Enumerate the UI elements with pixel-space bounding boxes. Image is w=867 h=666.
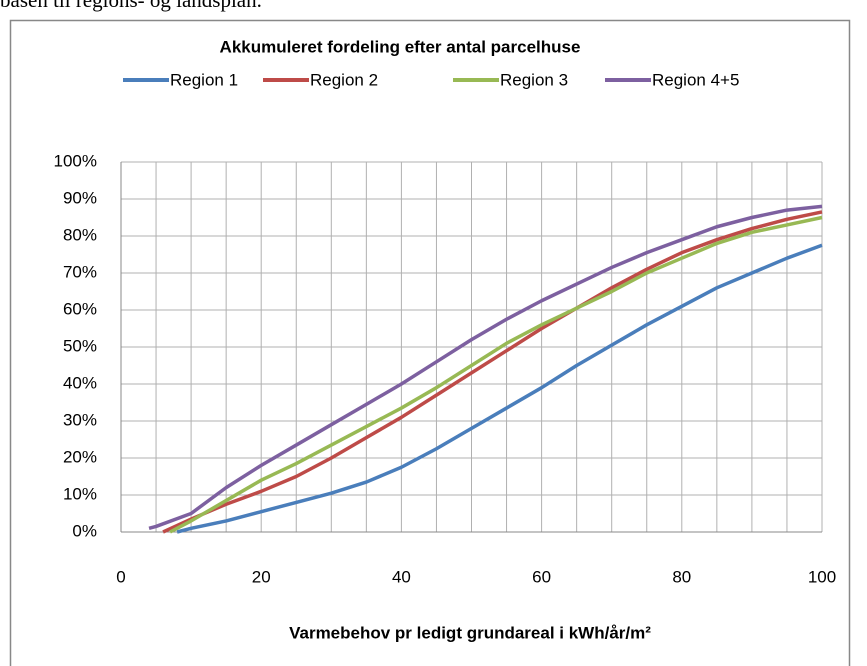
y-tick-label: 60% <box>63 299 97 318</box>
y-tick-label: 10% <box>63 484 97 503</box>
y-tick-label: 30% <box>63 410 97 429</box>
x-tick-label: 20 <box>252 567 271 586</box>
x-tick-label: 100 <box>808 567 836 586</box>
x-tick-label: 40 <box>392 567 411 586</box>
y-tick-label: 50% <box>63 336 97 355</box>
chart-frame <box>9 19 851 666</box>
chart-title: Akkumuleret fordeling efter antal parcel… <box>220 37 581 56</box>
y-tick-label: 90% <box>63 188 97 207</box>
x-tick-label: 80 <box>672 567 691 586</box>
legend-label: Region 4+5 <box>652 70 739 89</box>
x-tick-label: 0 <box>116 567 125 586</box>
legend-label: Region 1 <box>170 70 238 89</box>
series-line <box>162 210 823 534</box>
y-tick-label: 100% <box>54 151 97 170</box>
y-tick-label: 40% <box>63 373 97 392</box>
series-line <box>176 243 823 534</box>
y-tick-label: 0% <box>72 521 97 540</box>
legend-label: Region 2 <box>310 70 378 89</box>
legend-label: Region 3 <box>500 70 568 89</box>
y-tick-label: 20% <box>63 447 97 466</box>
series-line <box>148 204 823 530</box>
page-text: basen til regions- og landsplan. <box>0 0 262 12</box>
y-tick-label: 70% <box>63 262 97 281</box>
y-tick-label: 80% <box>63 225 97 244</box>
x-tick-label: 60 <box>532 567 551 586</box>
series-line <box>169 215 823 534</box>
x-axis-label: Varmebehov pr ledigt grundareal i kWh/år… <box>289 623 651 642</box>
